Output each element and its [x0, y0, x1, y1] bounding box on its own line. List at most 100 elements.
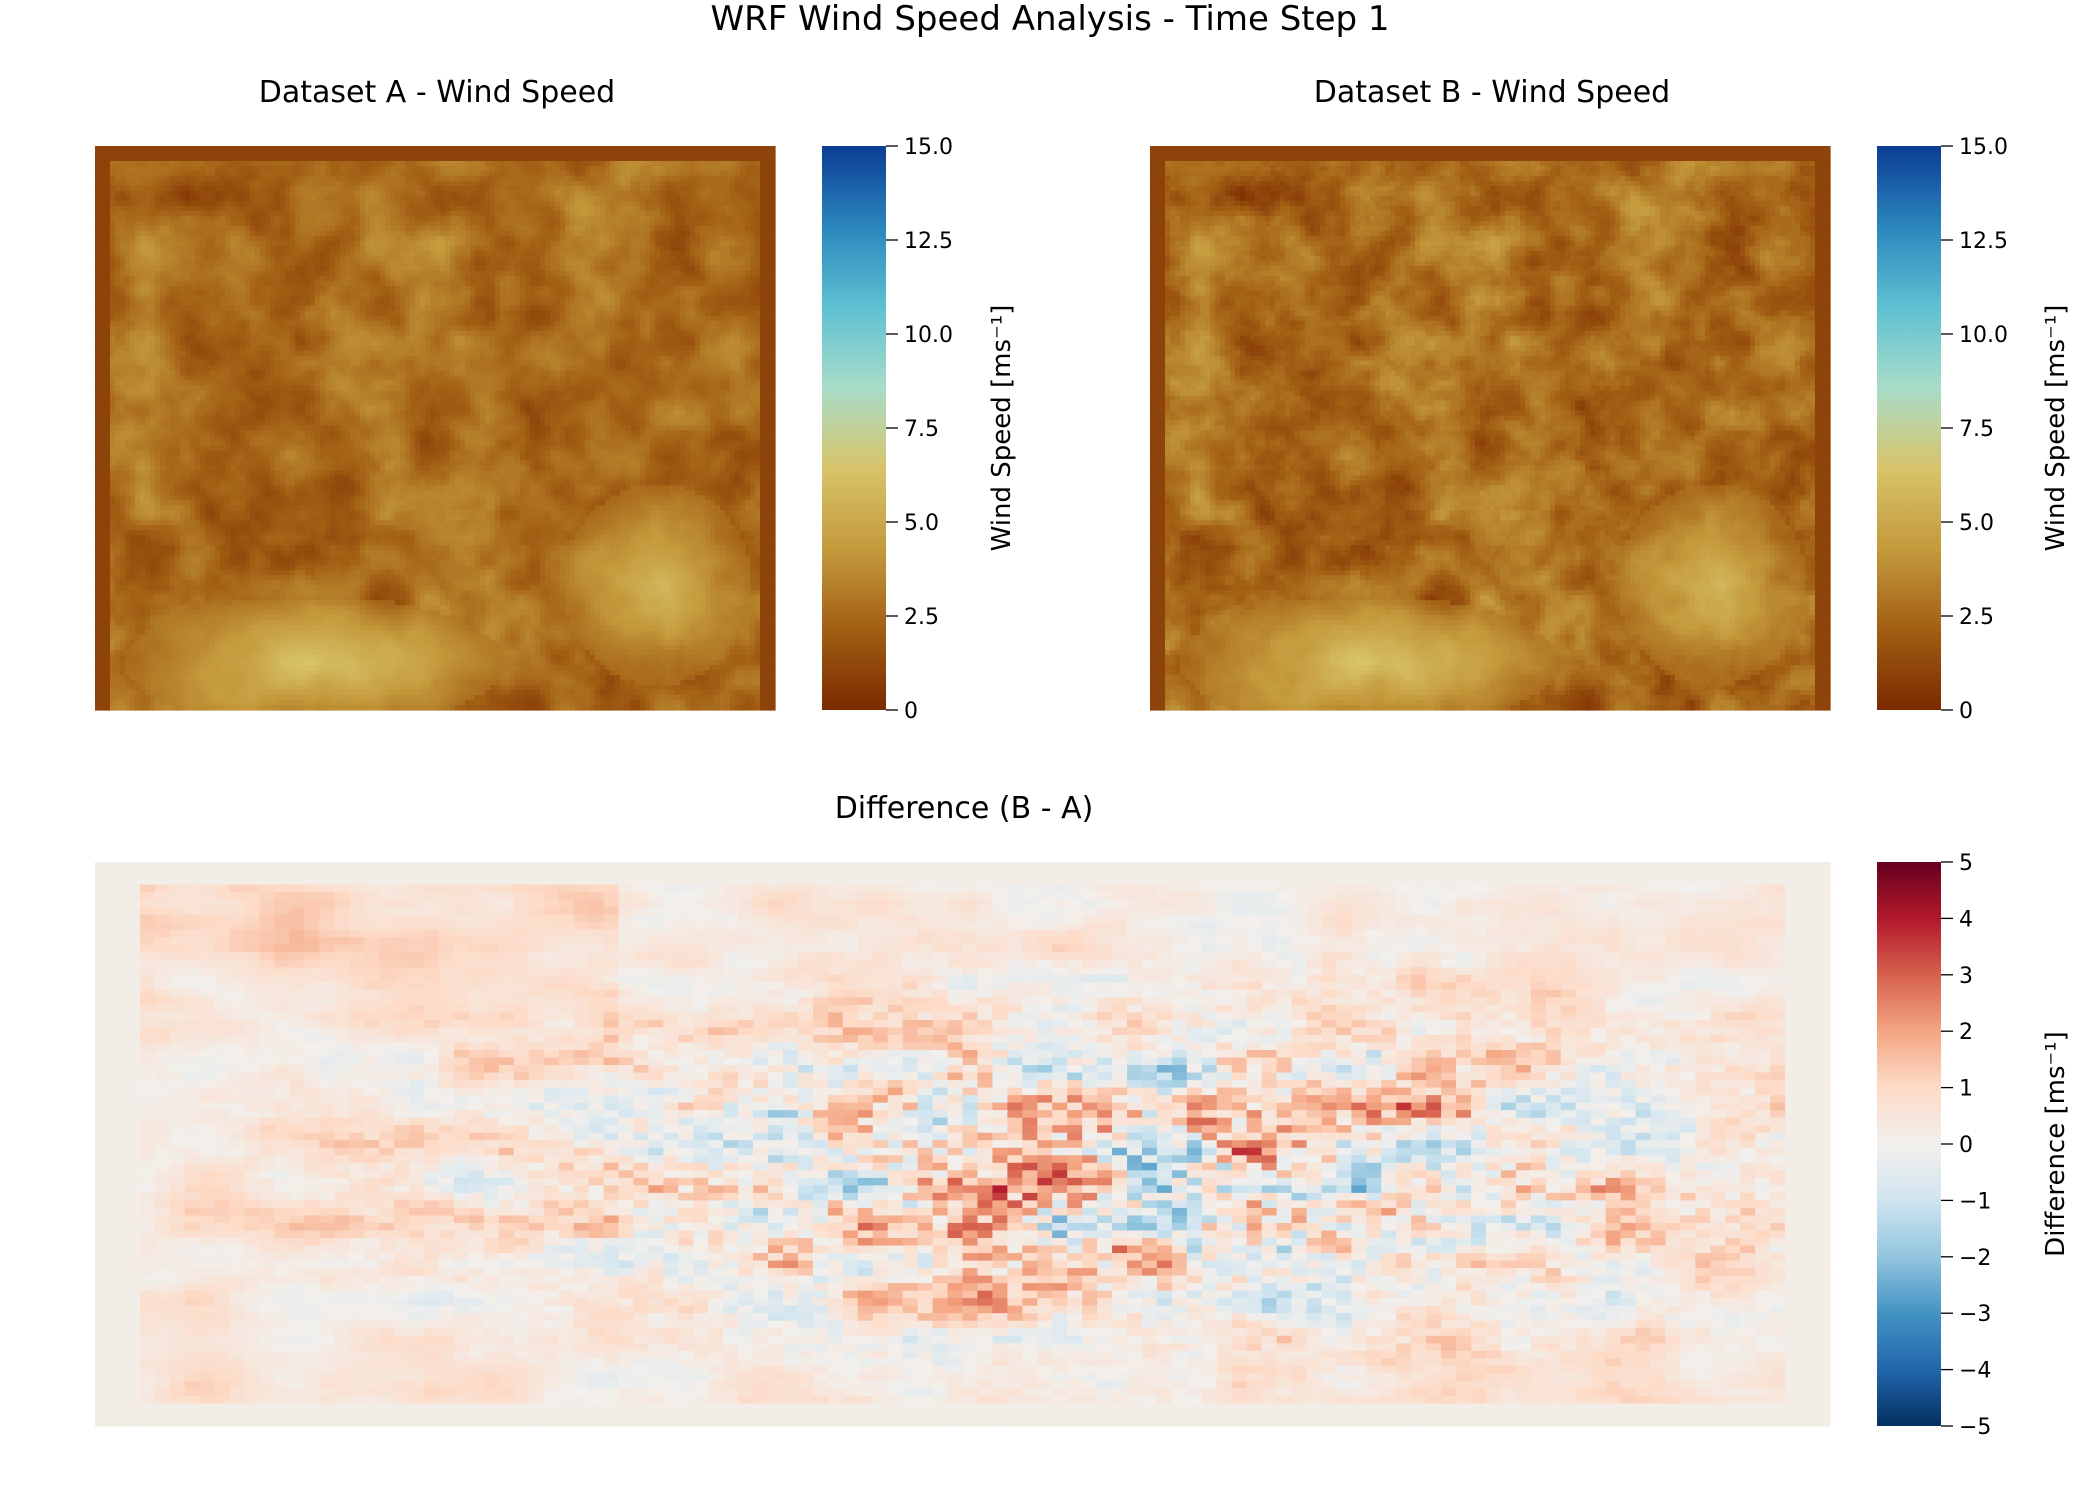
- heatmap-dataset-a-cell: [505, 166, 511, 172]
- heatmap-dataset-a-cell: [140, 271, 146, 277]
- heatmap-dataset-a-cell: [155, 291, 161, 297]
- heatmap-dataset-a-cell: [605, 171, 611, 177]
- heatmap-dataset-a-cell: [130, 206, 136, 212]
- heatmap-dataset-a-cell: [265, 211, 271, 217]
- heatmap-dataset-a-cell: [640, 286, 646, 292]
- heatmap-dataset-a-cell: [365, 186, 371, 192]
- heatmap-dataset-a-cell: [390, 196, 396, 202]
- heatmap-dataset-a-cell: [580, 226, 586, 232]
- heatmap-dataset-a-cell: [220, 156, 226, 162]
- heatmap-dataset-a-cell: [760, 266, 766, 272]
- heatmap-dataset-a-cell: [590, 301, 596, 307]
- heatmap-dataset-a-cell: [560, 171, 566, 177]
- heatmap-dataset-a-cell: [670, 181, 676, 187]
- heatmap-dataset-a-cell: [670, 226, 676, 232]
- heatmap-dataset-a-cell: [730, 196, 736, 202]
- heatmap-dataset-a-cell: [335, 246, 341, 252]
- heatmap-dataset-a-cell: [365, 226, 371, 232]
- heatmap-dataset-a-cell: [715, 201, 721, 207]
- heatmap-dataset-a-cell: [500, 236, 506, 242]
- heatmap-dataset-a-cell: [495, 226, 501, 232]
- heatmap-dataset-a-cell: [690, 306, 696, 312]
- heatmap-dataset-a-cell: [340, 246, 346, 252]
- heatmap-dataset-a-cell: [565, 191, 571, 197]
- heatmap-dataset-a-cell: [745, 296, 751, 302]
- heatmap-dataset-a-cell: [165, 221, 171, 227]
- heatmap-dataset-a-cell: [725, 186, 731, 192]
- heatmap-dataset-a-cell: [630, 166, 636, 172]
- heatmap-dataset-a-cell: [95, 211, 101, 217]
- heatmap-dataset-a-cell: [435, 151, 441, 157]
- heatmap-dataset-a-cell: [105, 186, 111, 192]
- heatmap-dataset-a-cell: [480, 176, 486, 182]
- heatmap-dataset-a-cell: [470, 161, 476, 167]
- heatmap-dataset-a-cell: [460, 281, 466, 287]
- heatmap-dataset-a-cell: [240, 166, 246, 172]
- heatmap-dataset-a-cell: [490, 226, 496, 232]
- heatmap-dataset-a-cell: [630, 276, 636, 282]
- heatmap-dataset-a-cell: [365, 286, 371, 292]
- heatmap-dataset-a-cell: [290, 256, 296, 262]
- heatmap-dataset-a-cell: [190, 146, 196, 152]
- heatmap-dataset-a-cell: [550, 286, 556, 292]
- heatmap-dataset-a-cell: [170, 261, 176, 267]
- heatmap-dataset-a-cell: [615, 246, 621, 252]
- heatmap-dataset-a-cell: [705, 216, 711, 222]
- heatmap-dataset-a-cell: [155, 196, 161, 202]
- heatmap-dataset-a-cell: [325, 211, 331, 217]
- heatmap-dataset-a-cell: [635, 236, 641, 242]
- heatmap-dataset-a-cell: [685, 206, 691, 212]
- heatmap-dataset-a-cell: [160, 306, 166, 312]
- heatmap-dataset-a-cell: [120, 266, 126, 272]
- heatmap-dataset-a-cell: [125, 186, 131, 192]
- heatmap-dataset-a-cell: [615, 256, 621, 262]
- heatmap-dataset-a-cell: [255, 276, 261, 282]
- heatmap-dataset-a-cell: [660, 256, 666, 262]
- heatmap-dataset-a-cell: [295, 211, 301, 217]
- heatmap-dataset-a-cell: [470, 211, 476, 217]
- heatmap-dataset-a-cell: [375, 266, 381, 272]
- heatmap-dataset-a-cell: [730, 266, 736, 272]
- heatmap-dataset-a-cell: [450, 246, 456, 252]
- heatmap-dataset-a-cell: [125, 291, 131, 297]
- heatmap-dataset-a-cell: [540, 186, 546, 192]
- heatmap-dataset-a-cell: [535, 181, 541, 187]
- heatmap-dataset-a-cell: [170, 286, 176, 292]
- heatmap-dataset-a-cell: [760, 206, 766, 212]
- heatmap-dataset-a-cell: [620, 256, 626, 262]
- heatmap-dataset-a-cell: [310, 251, 316, 257]
- heatmap-dataset-a-cell: [105, 166, 111, 172]
- heatmap-dataset-a-cell: [225, 161, 231, 167]
- heatmap-dataset-a-cell: [725, 161, 731, 167]
- heatmap-dataset-a-cell: [270, 211, 276, 217]
- heatmap-dataset-a-cell: [740, 276, 746, 282]
- heatmap-dataset-a-cell: [350, 281, 356, 287]
- heatmap-dataset-a-cell: [170, 271, 176, 277]
- heatmap-dataset-a-cell: [460, 246, 466, 252]
- heatmap-dataset-a-cell: [450, 216, 456, 222]
- heatmap-dataset-a-cell: [250, 196, 256, 202]
- heatmap-dataset-a-cell: [430, 146, 436, 152]
- heatmap-dataset-a-cell: [590, 281, 596, 287]
- heatmap-dataset-a-cell: [385, 186, 391, 192]
- heatmap-dataset-a-cell: [585, 191, 591, 197]
- heatmap-dataset-a-cell: [400, 226, 406, 232]
- heatmap-dataset-a-cell: [115, 241, 121, 247]
- heatmap-dataset-a-cell: [415, 186, 421, 192]
- heatmap-dataset-a-cell: [200, 271, 206, 277]
- heatmap-dataset-a-cell: [95, 221, 101, 227]
- heatmap-dataset-a-cell: [640, 236, 646, 242]
- heatmap-dataset-a-cell: [720, 251, 726, 257]
- heatmap-dataset-a-cell: [475, 266, 481, 272]
- heatmap-dataset-a-cell: [205, 201, 211, 207]
- heatmap-dataset-a-cell: [760, 251, 766, 257]
- heatmap-dataset-a-cell: [565, 266, 571, 272]
- heatmap-dataset-a-cell: [725, 211, 731, 217]
- heatmap-dataset-a-cell: [770, 241, 776, 247]
- heatmap-dataset-a-cell: [715, 286, 721, 292]
- heatmap-dataset-a-cell: [540, 291, 546, 297]
- heatmap-dataset-a-cell: [250, 226, 256, 232]
- heatmap-dataset-a-cell: [445, 266, 451, 272]
- heatmap-dataset-a-cell: [160, 161, 166, 167]
- heatmap-dataset-a-cell: [480, 186, 486, 192]
